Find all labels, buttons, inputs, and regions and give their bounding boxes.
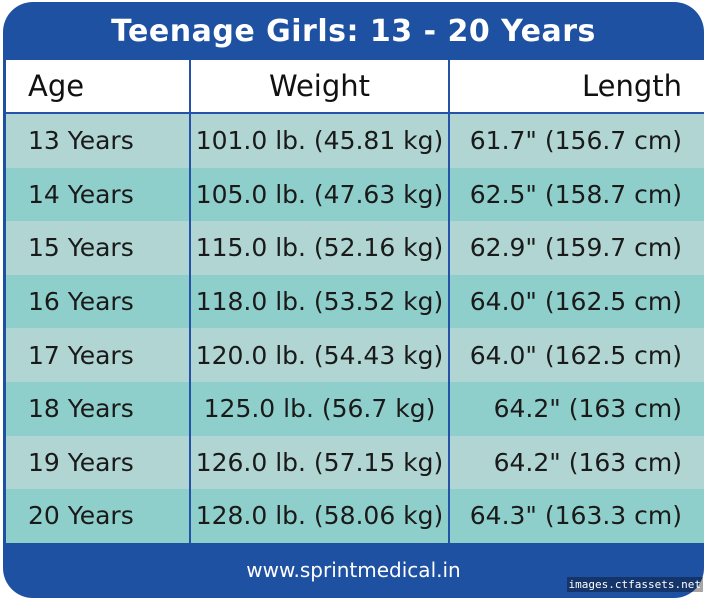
cell-length: 64.0" (162.5 cm) xyxy=(448,274,704,329)
table-row: 18 Years 125.0 lb. (56.7 kg) 64.2" (163 … xyxy=(6,381,704,436)
cell-age: 19 Years xyxy=(6,435,190,490)
weight-length-table: Age Weight Length 13 Years 101.0 lb. (45… xyxy=(6,60,704,543)
cell-weight: 101.0 lb. (45.81 kg) xyxy=(189,113,449,168)
cell-weight: 120.0 lb. (54.43 kg) xyxy=(189,328,449,382)
image-source-watermark: images.ctfassets.net xyxy=(566,577,703,592)
header-age: Age xyxy=(6,60,190,114)
cell-age: 17 Years xyxy=(6,328,190,382)
table-header-row: Age Weight Length xyxy=(6,60,704,114)
table-row: 14 Years 105.0 lb. (47.63 kg) 62.5" (158… xyxy=(6,167,704,222)
cell-weight: 115.0 lb. (52.16 kg) xyxy=(189,221,449,275)
cell-age: 20 Years xyxy=(6,489,190,543)
cell-weight: 105.0 lb. (47.63 kg) xyxy=(189,167,449,222)
table-row: 15 Years 115.0 lb. (52.16 kg) 62.9" (159… xyxy=(6,221,704,275)
chart-title: Teenage Girls: 13 - 20 Years xyxy=(111,13,596,49)
growth-chart-card: Teenage Girls: 13 - 20 Years Age Weight … xyxy=(3,2,704,598)
cell-weight: 128.0 lb. (58.06 kg) xyxy=(189,489,449,543)
table-row: 17 Years 120.0 lb. (54.43 kg) 64.0" (162… xyxy=(6,328,704,382)
cell-weight: 125.0 lb. (56.7 kg) xyxy=(189,381,449,436)
cell-weight: 126.0 lb. (57.15 kg) xyxy=(189,435,449,490)
cell-length: 64.2" (163 cm) xyxy=(448,435,704,490)
header-length: Length xyxy=(448,60,704,114)
cell-length: 64.3" (163.3 cm) xyxy=(448,489,704,543)
table-row: 13 Years 101.0 lb. (45.81 kg) 61.7" (156… xyxy=(6,113,704,168)
cell-weight: 118.0 lb. (53.52 kg) xyxy=(189,274,449,329)
cell-age: 14 Years xyxy=(6,167,190,222)
header-weight: Weight xyxy=(189,60,449,114)
cell-age: 15 Years xyxy=(6,221,190,275)
table-row: 16 Years 118.0 lb. (53.52 kg) 64.0" (162… xyxy=(6,274,704,329)
table-row: 20 Years 128.0 lb. (58.06 kg) 64.3" (163… xyxy=(6,489,704,543)
cell-length: 64.2" (163 cm) xyxy=(448,381,704,436)
cell-length: 62.5" (158.7 cm) xyxy=(448,167,704,222)
cell-age: 18 Years xyxy=(6,381,190,436)
cell-length: 61.7" (156.7 cm) xyxy=(448,113,704,168)
footer-url: www.sprintmedical.in xyxy=(246,558,461,582)
cell-age: 16 Years xyxy=(6,274,190,329)
cell-length: 62.9" (159.7 cm) xyxy=(448,221,704,275)
cell-length: 64.0" (162.5 cm) xyxy=(448,328,704,382)
table-row: 19 Years 126.0 lb. (57.15 kg) 64.2" (163… xyxy=(6,435,704,490)
cell-age: 13 Years xyxy=(6,113,190,168)
